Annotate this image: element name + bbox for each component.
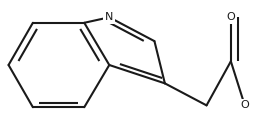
Text: O: O bbox=[227, 12, 235, 22]
Text: O: O bbox=[240, 100, 249, 110]
Text: N: N bbox=[105, 12, 114, 22]
